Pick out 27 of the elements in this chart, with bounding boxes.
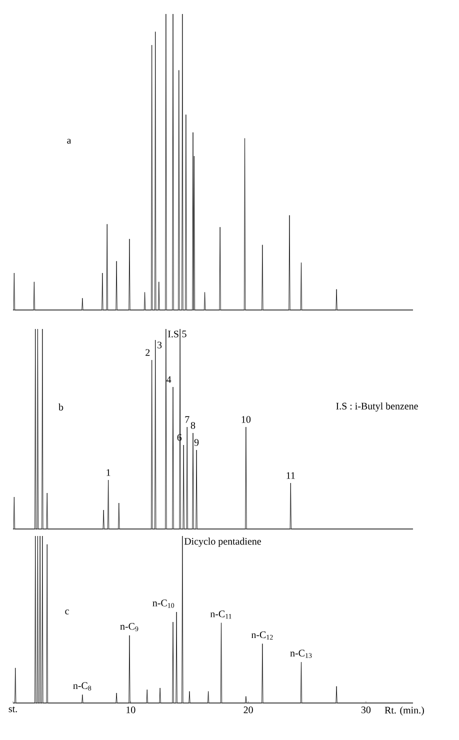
annotation: n-C$_{13}$	[290, 650, 312, 658]
annotation: n-C$_{8}$	[73, 682, 92, 690]
x-tick-label: st.	[8, 706, 17, 712]
annotation: a	[67, 138, 72, 144]
annotation: I.S	[168, 330, 178, 338]
annotation: I.S : i-Butyl benzene	[336, 402, 418, 412]
annotation: 2	[146, 349, 150, 356]
annotation: 10	[242, 416, 251, 423]
annotation: c	[65, 610, 69, 614]
x-axis-title: Rt. (min.)	[384, 706, 424, 716]
annotation: 3	[158, 342, 162, 348]
annotation: n-C$_{12}$	[251, 631, 273, 640]
x-tick-label: 10	[126, 706, 136, 714]
annotation: n-C$_{11}$	[210, 610, 232, 619]
annotation: 1	[106, 469, 110, 476]
annotation: 11	[286, 472, 295, 479]
x-tick-label: 20	[244, 706, 253, 714]
annotation: 4	[166, 376, 172, 383]
annotation: 9	[194, 439, 199, 446]
annotation: Dicyclo pentadiene	[184, 538, 261, 547]
annotation: 5	[182, 330, 186, 338]
annotation: 8	[190, 422, 196, 429]
annotation: b	[58, 403, 64, 410]
annotation: 7	[185, 416, 190, 423]
annotation: n-C$_{10}$	[152, 600, 174, 608]
x-tick-label: 30	[361, 706, 371, 714]
annotation: n-C$_{9}$	[120, 623, 138, 632]
